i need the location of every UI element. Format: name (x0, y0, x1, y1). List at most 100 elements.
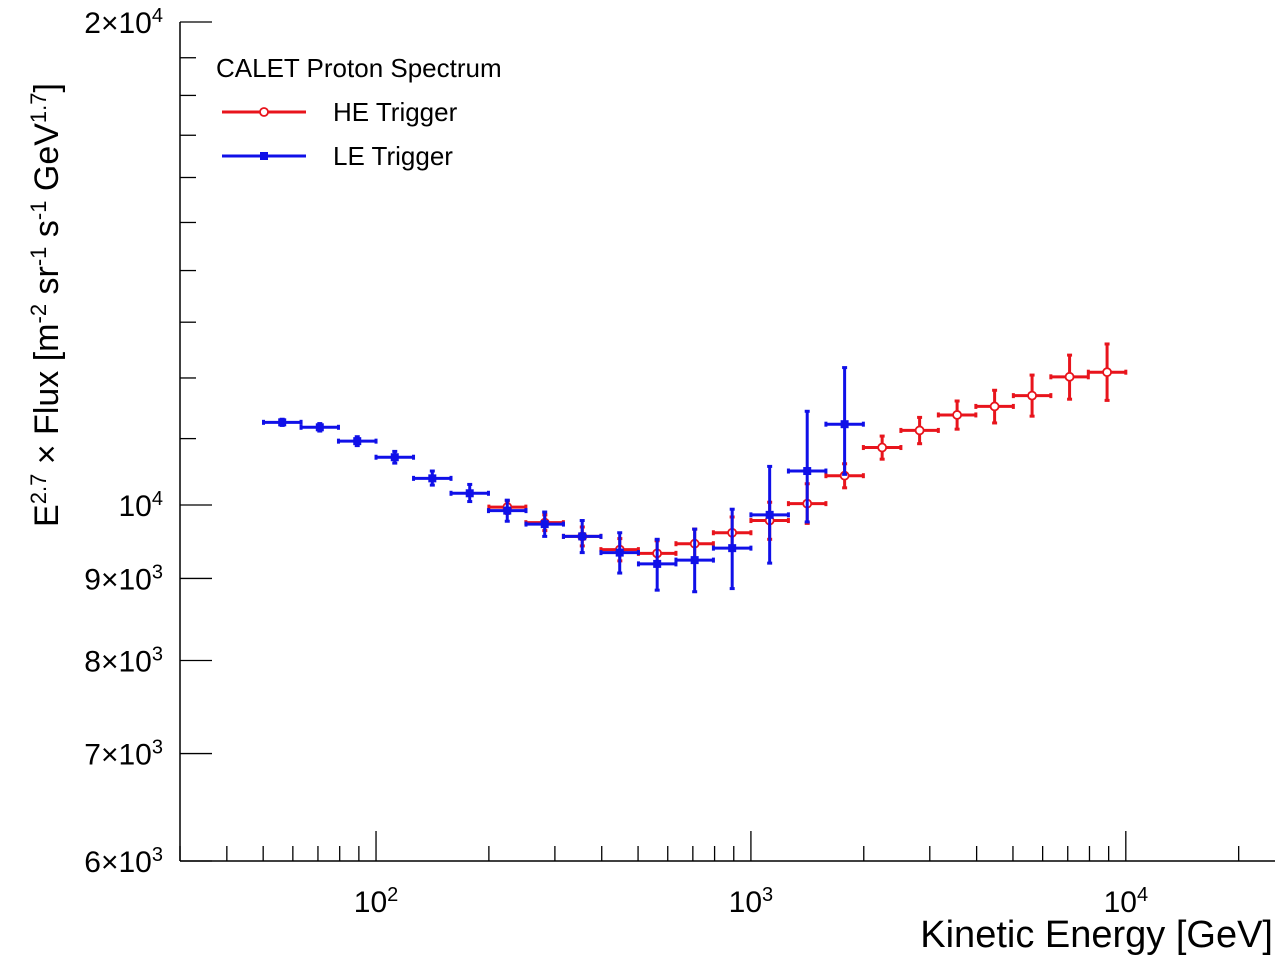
x-tick-mantissa: 10 (354, 886, 387, 919)
ylabel-sr-exp: -1 (26, 247, 51, 267)
legend-header: CALET Proton Spectrum (216, 53, 502, 83)
data-point (824, 366, 865, 476)
data-point (749, 464, 790, 565)
data-point (711, 507, 753, 591)
y-axis-label: E2.7 × Flux [m-2 sr-1 s-1 GeV1.7] (26, 83, 67, 527)
y-tick-label: 7×103 (84, 737, 163, 772)
data-marker (390, 453, 399, 462)
data-marker (1027, 390, 1037, 401)
data-marker (278, 418, 287, 427)
data-point (861, 434, 903, 461)
data-point (1011, 373, 1053, 418)
data-marker (428, 474, 437, 483)
data-point (412, 469, 453, 487)
y-tick-mantissa: 9×10 (84, 563, 152, 596)
data-marker (690, 556, 699, 565)
data-marker (540, 520, 549, 529)
y-tick-mantissa: 8×10 (84, 646, 152, 679)
data-point (974, 388, 1015, 425)
data-marker (728, 544, 737, 553)
data-point (636, 537, 678, 592)
data-marker (914, 425, 925, 436)
y-tick-exponent: 4 (152, 488, 163, 510)
data-marker (877, 442, 888, 453)
ylabel-close: ] (28, 83, 66, 92)
data-marker (615, 548, 624, 557)
y-tick-mantissa: 2×10 (84, 7, 152, 40)
data-marker (353, 437, 362, 446)
plot-frame (179, 22, 1275, 862)
y-tick-exponent: 3 (152, 844, 163, 866)
x-tick-mantissa: 10 (1104, 886, 1137, 919)
y-tick-label: 8×103 (84, 644, 163, 679)
ylabel-gev-exp: 1.7 (26, 92, 51, 123)
data-marker (1102, 367, 1112, 378)
y-tick-exponent: 3 (152, 644, 163, 666)
data-point (374, 449, 416, 465)
y-tick-label: 9×103 (84, 561, 163, 596)
x-tick-label: 102 (354, 884, 399, 919)
legend-entry: HE Trigger (222, 97, 458, 127)
series-le-trigger (261, 366, 865, 594)
data-marker (765, 510, 774, 519)
legend-marker (259, 107, 269, 117)
ylabel-flux: × Flux [m (28, 323, 66, 473)
x-axis-ticks: 102 103 104 (179, 831, 1240, 919)
ylabel-m-exp: -2 (26, 304, 51, 324)
data-marker (315, 423, 324, 432)
ylabel-e-exp: 2.7 (26, 474, 51, 505)
data-series (261, 342, 1128, 594)
x-tick-exponent: 4 (1137, 884, 1148, 906)
y-tick-mantissa: 6×10 (84, 846, 152, 879)
data-marker (952, 410, 963, 420)
data-point (336, 435, 378, 448)
data-point (299, 422, 340, 433)
data-marker (803, 467, 812, 476)
data-marker (503, 506, 512, 515)
data-point (674, 527, 715, 594)
data-point (261, 417, 303, 427)
y-tick-label: 2×104 (84, 5, 163, 40)
data-point (899, 415, 940, 446)
data-point (936, 399, 978, 431)
data-marker (465, 489, 474, 498)
ylabel-e: E (28, 504, 66, 527)
x-tick-label: 103 (729, 884, 774, 919)
data-point (486, 498, 528, 523)
y-tick-mantissa: 10 (119, 490, 152, 523)
data-point (449, 482, 490, 504)
data-marker (653, 559, 662, 568)
y-tick-label: 104 (119, 488, 164, 523)
legend-marker (260, 152, 268, 160)
ylabel-s-exp: -1 (26, 201, 51, 221)
ylabel-sr: sr (28, 266, 66, 304)
ylabel-gev: GeV (28, 123, 66, 201)
y-tick-mantissa: 7×10 (84, 739, 152, 772)
x-tick-mantissa: 10 (729, 886, 762, 919)
x-tick-exponent: 3 (762, 884, 773, 906)
legend-label: HE Trigger (333, 97, 458, 127)
data-point (561, 519, 603, 555)
data-point (524, 510, 565, 538)
data-marker (989, 401, 1000, 412)
legend-entry: LE Trigger (222, 141, 453, 171)
x-tick-label: 104 (1104, 884, 1149, 919)
y-tick-exponent: 4 (152, 5, 163, 27)
legend: CALET Proton Spectrum HE Trigger LE Trigge… (216, 53, 502, 171)
ylabel-s: s (28, 220, 66, 246)
data-marker (840, 420, 849, 429)
data-point (786, 409, 828, 524)
x-tick-exponent: 2 (387, 884, 398, 906)
y-tick-exponent: 3 (152, 561, 163, 583)
legend-label: LE Trigger (333, 141, 453, 171)
data-point (1049, 353, 1090, 401)
y-tick-label: 6×103 (84, 844, 163, 879)
data-point (599, 531, 640, 575)
data-marker (1064, 371, 1075, 382)
data-point (1086, 342, 1128, 402)
x-axis-label: Kinetic Energy [GeV] (920, 914, 1273, 956)
data-marker (578, 532, 587, 541)
y-tick-exponent: 3 (152, 737, 163, 759)
